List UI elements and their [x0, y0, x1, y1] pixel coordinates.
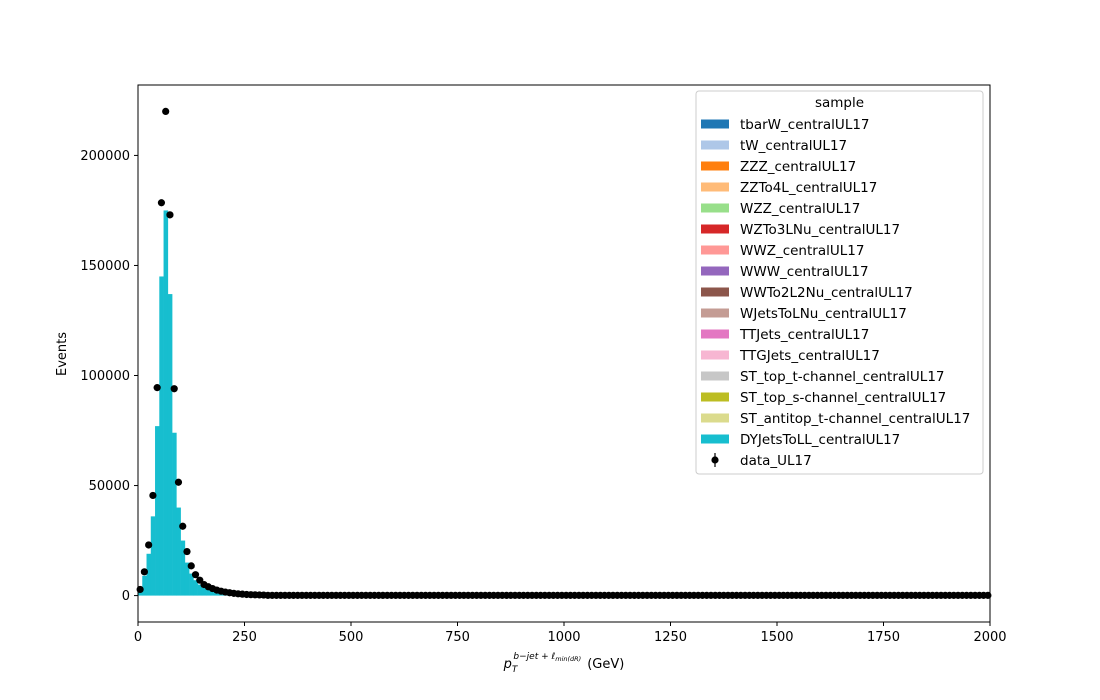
data-point — [149, 491, 157, 500]
histogram-bar — [193, 580, 198, 596]
legend-swatch — [701, 287, 729, 297]
legend-label: tbarW_centralUL17 — [740, 117, 870, 133]
histogram-bar — [159, 276, 164, 596]
x-tick-label: 250 — [232, 630, 257, 645]
x-tick-label: 500 — [339, 630, 364, 645]
histogram-bar — [184, 562, 190, 596]
x-tick-label: 0 — [134, 630, 142, 645]
legend-label: ZZTo4L_centralUL17 — [740, 180, 877, 196]
legend-swatch — [701, 140, 729, 150]
legend-label: DYJetsToLL_centralUL17 — [740, 432, 900, 448]
data-point — [162, 107, 170, 116]
data-point — [153, 384, 161, 392]
legend-swatch — [701, 350, 729, 360]
legend-box — [695, 90, 984, 475]
y-tick-label: 100000 — [80, 369, 130, 384]
legend-swatch — [701, 119, 729, 129]
data-point — [187, 562, 195, 570]
legend-swatch — [701, 224, 729, 234]
data-point — [179, 522, 187, 530]
legend-swatch — [701, 413, 729, 423]
histogram-bar — [155, 426, 160, 596]
legend-label: WZTo3LNu_centralUL17 — [740, 222, 900, 238]
data-point — [157, 199, 166, 207]
legend-label: WWZ_centralUL17 — [740, 243, 864, 259]
legend-label: ST_top_t-channel_centralUL17 — [740, 369, 945, 385]
legend-label: WJetsToLNu_centralUL17 — [740, 306, 907, 322]
x-axis-title-sub: T — [512, 665, 519, 675]
histogram-bar — [163, 210, 169, 596]
data-point — [191, 571, 200, 579]
legend-swatch — [701, 182, 729, 192]
legend-label: WZZ_centralUL17 — [740, 201, 860, 217]
histogram-bar — [150, 516, 156, 596]
legend-label: ZZZ_centralUL17 — [740, 159, 856, 175]
histogram-bar — [176, 507, 181, 596]
legend-swatch — [701, 161, 729, 171]
x-tick-label: 1750 — [867, 630, 900, 645]
legend-swatch — [701, 434, 729, 444]
legend: sample tbarW_centralUL17 tW_centralUL17 ZZ… — [695, 90, 984, 475]
histogram-bar — [172, 432, 177, 596]
y-axis-title: Events — [55, 332, 70, 376]
x-axis-title: pTb−jet + ℓmin(dR) (GeV) — [503, 652, 625, 675]
data-point — [170, 385, 178, 393]
x-axis-title-sup-sub: min(dR) — [555, 655, 581, 663]
y-tick-label: 200000 — [80, 149, 130, 164]
y-tick-label: 150000 — [80, 259, 130, 274]
legend-swatch — [701, 203, 729, 213]
legend-label: WWW_centralUL17 — [740, 264, 869, 280]
x-tick-label: 1000 — [547, 630, 580, 645]
y-tick-label: 50000 — [89, 479, 130, 494]
data-point — [166, 211, 174, 219]
x-axis-ticks: 0 250 500 750 1000 1250 1500 1750 2000 — [134, 622, 1007, 645]
legend-label: tW_centralUL17 — [740, 138, 847, 154]
legend-label: WWTo2L2Nu_centralUL17 — [740, 285, 913, 301]
histogram-bar — [167, 294, 173, 596]
data-point — [145, 541, 153, 549]
legend-swatch — [701, 329, 729, 339]
data-point — [183, 547, 191, 556]
histogram-bar — [189, 573, 194, 596]
legend-label: TTJets_centralUL17 — [739, 327, 869, 343]
legend-swatch — [701, 308, 729, 318]
x-tick-label: 1250 — [654, 630, 687, 645]
x-tick-label: 2000 — [973, 630, 1006, 645]
legend-data-label: data_UL17 — [740, 453, 812, 469]
legend-data-marker — [711, 456, 719, 464]
histogram-bar — [206, 589, 211, 596]
legend-label: TTGJets_centralUL17 — [739, 348, 880, 364]
legend-swatch — [701, 371, 729, 381]
legend-label: ST_top_s-channel_centralUL17 — [740, 390, 946, 406]
x-axis-title-unit: (GeV) — [587, 657, 624, 672]
histogram-bar — [201, 587, 207, 596]
legend-label: ST_antitop_t-channel_centralUL17 — [740, 411, 970, 427]
histogram-bar — [146, 553, 152, 596]
legend-title: sample — [815, 95, 864, 111]
legend-swatch — [701, 392, 729, 402]
y-axis-ticks: 0 50000 100000 150000 200000 — [80, 149, 138, 604]
histogram-bar — [180, 540, 186, 596]
y-tick-label: 0 — [122, 589, 130, 604]
legend-swatch — [701, 245, 729, 255]
histogram-bar — [210, 591, 215, 596]
legend-swatch — [701, 266, 729, 276]
data-point — [140, 568, 148, 576]
x-tick-label: 1500 — [760, 630, 793, 645]
histogram-bar — [214, 592, 220, 596]
x-tick-label: 750 — [445, 630, 470, 645]
histogram-bars — [138, 210, 267, 596]
x-axis-title-sup: b−jet + ℓ — [513, 652, 555, 662]
data-point — [174, 478, 183, 486]
x-axis-title-main: p — [503, 657, 512, 672]
histogram-bar — [197, 584, 203, 596]
histogram-bar — [142, 575, 147, 596]
